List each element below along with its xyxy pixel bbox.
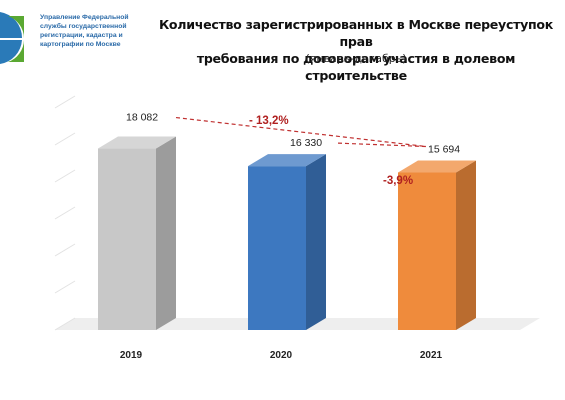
x-tick-label: 2019: [120, 350, 143, 361]
data-label: 15 694: [428, 144, 460, 156]
bar-side-2019: [156, 136, 176, 330]
data-label: 18 082: [126, 112, 158, 124]
data-label: 16 330: [290, 137, 322, 149]
bar-side-2021: [456, 160, 476, 330]
bar-2021: [398, 172, 456, 330]
chart-title: Количество зарегистрированных в Москве п…: [158, 17, 554, 83]
bar-top-2019: [98, 136, 176, 149]
x-tick-label: 2021: [420, 350, 443, 361]
chart-subtitle: (январь-декабрь): [305, 52, 407, 65]
gridline: [54, 280, 76, 294]
x-tick-label: 2020: [270, 350, 293, 361]
rosreestr-logo: [0, 12, 24, 64]
bar-top-2020: [248, 154, 326, 167]
gridline: [54, 317, 76, 331]
gridline: [54, 206, 76, 220]
gridline: [54, 243, 76, 257]
bar-2019: [98, 148, 156, 330]
bar-top-2021: [398, 160, 476, 173]
organization-name: Управление Федеральной службы государств…: [40, 14, 129, 48]
bar-2020: [248, 166, 306, 330]
trend-line-2020-2021: [337, 142, 427, 148]
change-annotation: -3,9%: [383, 175, 413, 187]
bar-side-2020: [306, 154, 326, 330]
gridline: [54, 132, 76, 146]
change-annotation: - 13,2%: [249, 115, 289, 127]
gridline: [54, 169, 76, 183]
gridline: [54, 95, 76, 109]
